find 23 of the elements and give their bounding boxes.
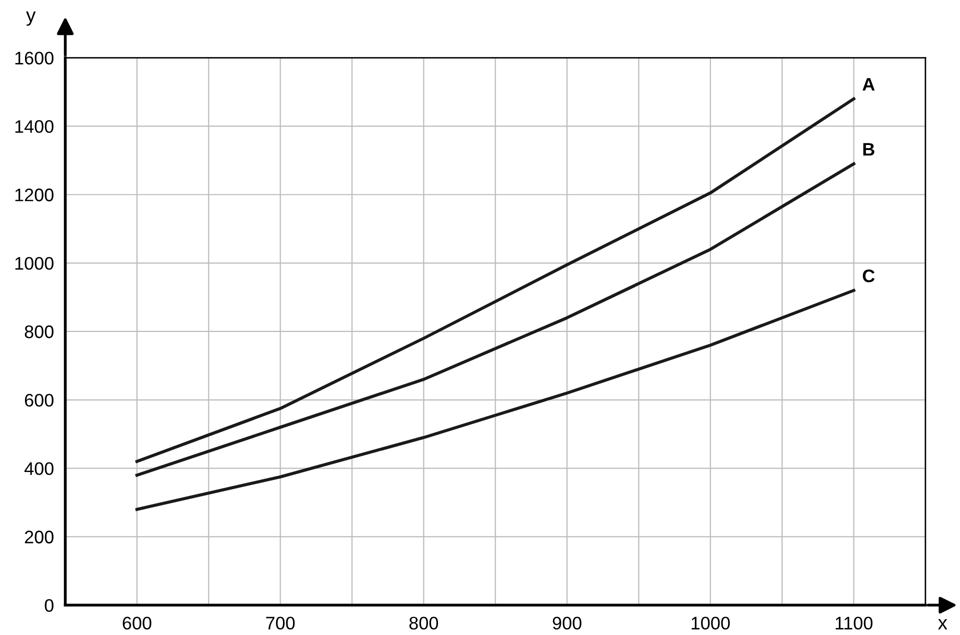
y-tick-label: 1400: [15, 120, 54, 133]
series-label: B: [863, 143, 874, 156]
y-tick-label: 800: [24, 325, 54, 338]
y-tick-label: 200: [24, 530, 54, 544]
y-tick-label: 1200: [15, 188, 54, 202]
line-series: [135, 97, 856, 463]
x-tick-label: 600: [122, 616, 152, 630]
y-tick-label: 1600: [15, 52, 54, 65]
line-series: [135, 288, 856, 511]
x-tick-label: 900: [552, 616, 582, 630]
series-label: C: [862, 269, 875, 282]
line-series: [135, 162, 856, 477]
y-tick-label: 600: [24, 394, 54, 407]
x-tick-label: 700: [266, 616, 295, 630]
x-tick-label: 1100: [836, 616, 872, 630]
series-label: A: [862, 78, 875, 91]
x-tick-label: 800: [409, 616, 438, 630]
x-axis-title: x: [938, 619, 948, 630]
x-tick-label: 1000: [692, 616, 730, 630]
y-tick-label: 0: [44, 599, 54, 612]
y-tick-label: 1000: [15, 256, 54, 270]
y-axis-title: y: [26, 11, 36, 26]
y-tick-label: 400: [24, 462, 54, 476]
